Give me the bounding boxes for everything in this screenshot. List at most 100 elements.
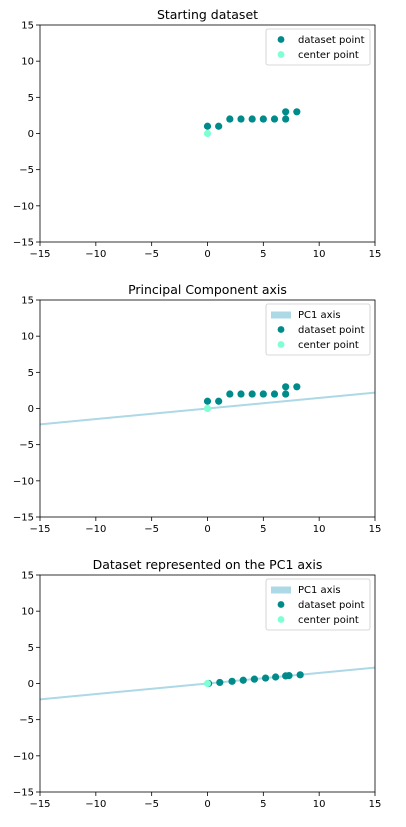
dataset-point <box>270 115 279 123</box>
x-tick-label: 0 <box>204 799 210 810</box>
chart-3: Dataset represented on the PC1 axis−15 −1… <box>13 557 381 810</box>
chart-title: Principal Component axis <box>128 282 287 297</box>
y-tick-label: −5 <box>19 440 34 451</box>
dataset-point <box>296 671 304 679</box>
dataset-point <box>216 678 224 687</box>
legend-box <box>265 28 371 66</box>
y-tick-label: −15 <box>13 513 34 524</box>
dataset-point <box>259 390 267 398</box>
x-tick-label: −10 <box>85 799 106 810</box>
center-point <box>203 679 212 688</box>
y-tick-label: −10 <box>13 201 34 212</box>
x-tick-label: −15 <box>29 249 50 260</box>
dataset-point <box>261 674 270 682</box>
x-tick-label: 5 <box>260 799 266 810</box>
dataset-point <box>203 397 212 405</box>
x-tick-label: 15 <box>369 799 382 810</box>
legend-label: PC1 axis <box>298 585 341 596</box>
x-tick-label: −15 <box>29 524 50 535</box>
plot-frame <box>39 299 376 518</box>
y-tick-label: −15 <box>13 238 34 249</box>
legend-patch <box>271 311 291 319</box>
x-tick-label: 5 <box>260 249 266 260</box>
dataset-point <box>248 390 256 398</box>
legend-label: dataset point <box>298 600 365 611</box>
dataset-point <box>237 115 245 123</box>
x-tick-label: −10 <box>85 524 106 535</box>
dataset-point <box>272 673 280 681</box>
dataset-point <box>226 115 234 123</box>
legend: dataset point center point <box>265 28 371 66</box>
dataset-point <box>250 675 258 683</box>
x-tick-label: −5 <box>144 799 159 810</box>
chart-title: Starting dataset <box>157 7 258 22</box>
dataset-point <box>228 677 236 685</box>
plot-area <box>40 666 375 701</box>
legend-label: dataset point <box>298 35 365 46</box>
legend-label: center point <box>298 50 359 61</box>
legend-box <box>265 303 371 356</box>
legend-patch <box>271 586 291 594</box>
legend: PC1 axis dataset point center point <box>265 303 371 356</box>
plot-frame <box>39 574 376 793</box>
legend-marker-dataset <box>277 601 285 608</box>
x-tick-label: 15 <box>369 249 382 260</box>
legend-label: center point <box>298 615 359 626</box>
dataset-point <box>226 390 234 398</box>
y-tick-label: −10 <box>13 476 34 487</box>
chart-1: Starting dataset −15 −10 −5 0 5 10 15 15 10 5 0 −5 −1… <box>13 7 381 260</box>
dataset-point <box>282 115 290 123</box>
x-tick-label: 15 <box>369 524 382 535</box>
legend-label: center point <box>298 340 359 351</box>
y-tick-label: 15 <box>21 296 34 307</box>
dataset-point <box>215 122 223 130</box>
y-tick-label: 5 <box>28 93 34 104</box>
dataset-point <box>215 397 223 405</box>
x-tick-label: −15 <box>29 799 50 810</box>
x-tick-label: 10 <box>313 249 326 260</box>
y-tick-label: 15 <box>21 571 34 582</box>
plot-area <box>40 383 375 426</box>
y-tick-label: 5 <box>28 643 34 654</box>
y-tick-label: −10 <box>13 751 34 762</box>
center-point <box>203 129 212 138</box>
x-tick-label: 0 <box>204 249 210 260</box>
y-tick-label: −5 <box>19 165 34 176</box>
x-tick-label: −10 <box>85 249 106 260</box>
dataset-point <box>282 108 290 116</box>
legend-marker-center <box>277 616 285 623</box>
legend-marker-dataset <box>277 326 285 333</box>
dataset-point <box>293 383 301 391</box>
x-tick-label: 10 <box>313 524 326 535</box>
y-tick-label: 10 <box>21 332 34 343</box>
y-tick-label: 0 <box>28 679 34 690</box>
x-tick-label: 5 <box>260 524 266 535</box>
y-tick-label: 10 <box>21 57 34 68</box>
legend-label: dataset point <box>298 325 365 336</box>
dataset-point <box>237 390 245 398</box>
x-tick-label: −5 <box>144 249 159 260</box>
dataset-point <box>293 108 301 116</box>
y-tick-label: −5 <box>19 715 34 726</box>
dataset-point <box>282 383 290 391</box>
x-tick-label: 0 <box>204 524 210 535</box>
chart-title: Dataset represented on the PC1 axis <box>93 557 323 572</box>
dataset-point <box>259 115 267 123</box>
legend-label: PC1 axis <box>298 310 341 321</box>
y-tick-label: 15 <box>21 21 34 32</box>
y-tick-label: 0 <box>28 404 34 415</box>
x-tick-label: 10 <box>313 799 326 810</box>
y-tick-label: 5 <box>28 368 34 379</box>
dataset-point <box>248 115 256 123</box>
chart-2: Principal Component axis −15 −10 −5 0 5 10 15 15… <box>13 282 381 535</box>
plot-area <box>203 108 301 138</box>
legend-marker-center <box>277 341 285 348</box>
center-point <box>203 404 212 413</box>
y-tick-label: −15 <box>13 788 34 799</box>
legend-marker-center <box>277 51 285 58</box>
dataset-point <box>282 390 290 398</box>
dataset-point <box>285 671 293 680</box>
dataset-point <box>239 676 247 684</box>
y-tick-label: 10 <box>21 607 34 618</box>
